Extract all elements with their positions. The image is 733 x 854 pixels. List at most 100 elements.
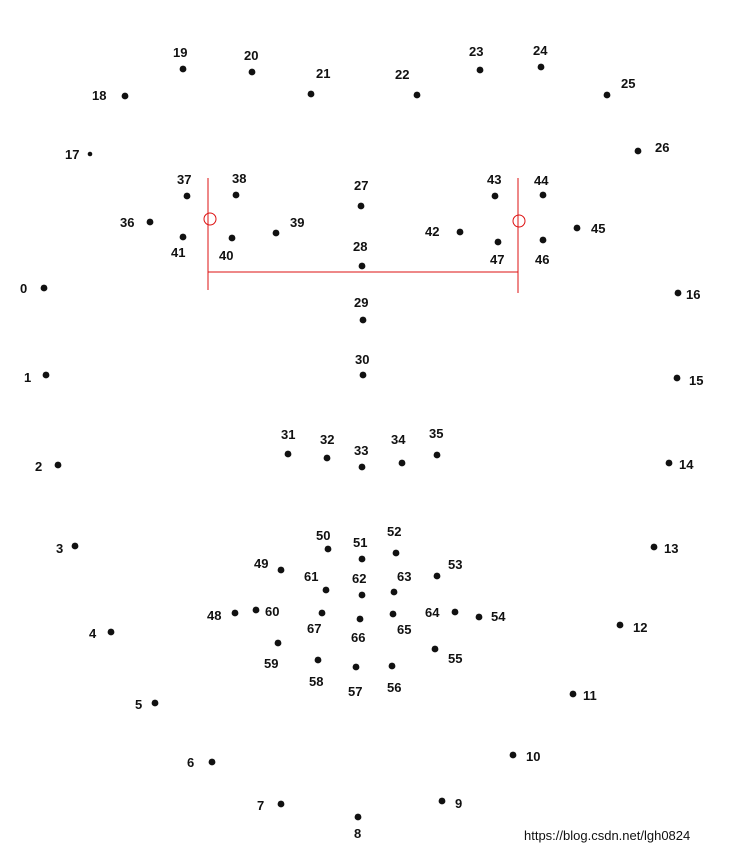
landmark-label-64: 64 xyxy=(425,605,440,620)
landmark-label-43: 43 xyxy=(487,172,501,187)
landmark-point-67 xyxy=(318,609,326,617)
landmark-label-38: 38 xyxy=(232,171,246,186)
landmark-label-39: 39 xyxy=(290,215,304,230)
eye-alignment-guides xyxy=(203,178,526,293)
landmark-label-45: 45 xyxy=(591,221,605,236)
landmark-label-25: 25 xyxy=(621,76,635,91)
landmark-point-6 xyxy=(208,758,216,766)
watermark: https://blog.csdn.net/lgh0824 xyxy=(524,828,690,843)
landmark-point-0 xyxy=(40,284,48,292)
landmark-point-57 xyxy=(352,663,360,671)
landmark-point-2 xyxy=(54,461,62,469)
landmark-point-37 xyxy=(183,192,191,200)
landmark-label-31: 31 xyxy=(281,427,295,442)
landmark-label-46: 46 xyxy=(535,252,549,267)
landmark-label-56: 56 xyxy=(387,680,401,695)
landmark-point-26 xyxy=(634,147,642,155)
left-eye-center-marker xyxy=(203,212,217,226)
landmark-label-51: 51 xyxy=(353,535,367,550)
landmark-point-10 xyxy=(509,751,517,759)
landmark-point-40 xyxy=(228,234,236,242)
landmark-label-5: 5 xyxy=(135,697,142,712)
landmark-label-1: 1 xyxy=(24,370,31,385)
landmark-point-63 xyxy=(390,588,398,596)
landmark-label-37: 37 xyxy=(177,172,191,187)
landmark-point-49 xyxy=(277,566,285,574)
landmark-point-58 xyxy=(314,656,322,664)
landmark-point-12 xyxy=(616,621,624,629)
landmark-point-27 xyxy=(357,202,365,210)
landmark-label-60: 60 xyxy=(265,604,279,619)
landmark-point-39 xyxy=(272,229,280,237)
landmark-label-11: 11 xyxy=(583,688,597,703)
landmark-point-28 xyxy=(358,262,366,270)
landmark-point-48 xyxy=(231,609,239,617)
landmark-point-20 xyxy=(248,68,256,76)
landmark-point-50 xyxy=(324,545,332,553)
landmark-point-42 xyxy=(456,228,464,236)
landmark-point-43 xyxy=(491,192,499,200)
landmark-point-32 xyxy=(323,454,331,462)
landmark-point-62 xyxy=(358,591,366,599)
landmark-label-35: 35 xyxy=(429,426,443,441)
landmark-label-13: 13 xyxy=(664,541,678,556)
landmark-point-66 xyxy=(356,615,364,623)
landmark-label-9: 9 xyxy=(455,796,462,811)
landmark-label-66: 66 xyxy=(351,630,365,645)
right-eye-center-marker xyxy=(512,214,526,228)
landmark-point-45 xyxy=(573,224,581,232)
landmark-label-61: 61 xyxy=(304,569,318,584)
landmark-label-14: 14 xyxy=(679,457,694,472)
landmark-point-60 xyxy=(252,606,260,614)
landmark-label-36: 36 xyxy=(120,215,134,230)
landmark-label-55: 55 xyxy=(448,651,462,666)
landmark-label-15: 15 xyxy=(689,373,703,388)
landmark-point-8 xyxy=(354,813,362,821)
landmark-point-61 xyxy=(322,586,330,594)
landmark-label-33: 33 xyxy=(354,443,368,458)
landmark-label-57: 57 xyxy=(348,684,362,699)
landmark-point-23 xyxy=(476,66,484,74)
landmark-point-29 xyxy=(359,316,367,324)
landmark-label-24: 24 xyxy=(533,43,548,58)
landmark-point-41 xyxy=(179,233,187,241)
landmark-point-21 xyxy=(307,90,315,98)
landmark-label-34: 34 xyxy=(391,432,406,447)
landmark-point-1 xyxy=(42,371,50,379)
landmark-label-30: 30 xyxy=(355,352,369,367)
landmark-point-4 xyxy=(107,628,115,636)
landmark-point-54 xyxy=(475,613,483,621)
landmark-point-25 xyxy=(603,91,611,99)
landmark-point-52 xyxy=(392,549,400,557)
landmark-point-15 xyxy=(673,374,681,382)
landmark-label-18: 18 xyxy=(92,88,106,103)
landmark-label-47: 47 xyxy=(490,252,504,267)
landmark-label-6: 6 xyxy=(187,755,194,770)
landmark-label-67: 67 xyxy=(307,621,321,636)
landmark-label-32: 32 xyxy=(320,432,334,447)
landmark-label-59: 59 xyxy=(264,656,278,671)
landmark-point-51 xyxy=(358,555,366,563)
landmark-label-29: 29 xyxy=(354,295,368,310)
landmark-label-19: 19 xyxy=(173,45,187,60)
landmark-label-65: 65 xyxy=(397,622,411,637)
landmark-point-47 xyxy=(494,238,502,246)
landmark-label-48: 48 xyxy=(207,608,221,623)
landmark-point-65 xyxy=(389,610,397,618)
landmark-label-28: 28 xyxy=(353,239,367,254)
landmark-label-20: 20 xyxy=(244,48,258,63)
landmark-label-42: 42 xyxy=(425,224,439,239)
landmark-label-63: 63 xyxy=(397,569,411,584)
landmark-point-11 xyxy=(569,690,577,698)
landmark-label-53: 53 xyxy=(448,557,462,572)
landmark-label-4: 4 xyxy=(89,626,97,641)
landmark-label-10: 10 xyxy=(526,749,540,764)
landmark-label-50: 50 xyxy=(316,528,330,543)
landmark-label-16: 16 xyxy=(686,287,700,302)
landmark-point-35 xyxy=(433,451,441,459)
landmark-label-54: 54 xyxy=(491,609,506,624)
landmark-label-26: 26 xyxy=(655,140,669,155)
landmark-point-17 xyxy=(87,151,93,157)
landmark-label-12: 12 xyxy=(633,620,647,635)
landmark-point-33 xyxy=(358,463,366,471)
